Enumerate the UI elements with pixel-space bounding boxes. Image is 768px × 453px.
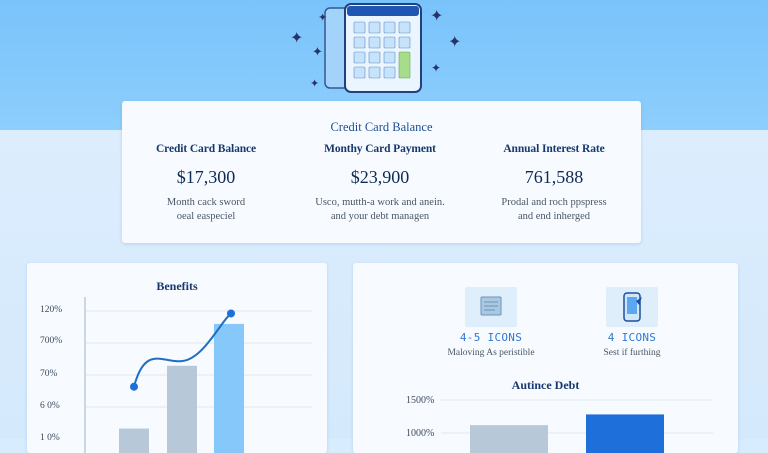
data-point bbox=[227, 309, 235, 318]
phone-icon bbox=[606, 287, 658, 327]
bar bbox=[167, 365, 197, 453]
stat-label: Annual Interest Rate bbox=[503, 143, 605, 155]
sparkle-icon: ✦ bbox=[431, 61, 442, 75]
y-tick-label: 700% bbox=[40, 336, 63, 346]
summary-title: Credit Card Balance bbox=[330, 120, 433, 134]
y-tick-label: 1500% bbox=[406, 395, 435, 406]
summary-card: Credit Card Balance Credit Card Balance … bbox=[122, 101, 641, 243]
icon-subtext: Maloving As peristible bbox=[447, 348, 535, 358]
y-tick-label: 1000% bbox=[406, 428, 435, 439]
sparkle-icon: ✦ bbox=[310, 77, 320, 90]
stat-value: $17,300 bbox=[176, 167, 236, 187]
bar bbox=[586, 414, 664, 453]
bar bbox=[470, 425, 548, 453]
debt-chart bbox=[441, 399, 713, 453]
stat-label: Credit Card Balance bbox=[155, 143, 257, 155]
sparkle-icon: ✦ bbox=[430, 6, 444, 25]
benefits-chart bbox=[84, 297, 312, 453]
icon-subtext: Sest if furthing bbox=[603, 348, 661, 358]
sparkle-icon: ✦ bbox=[318, 11, 328, 24]
sparkle-icon: ✦ bbox=[312, 45, 323, 60]
series-line bbox=[133, 312, 232, 387]
calculator-illustration: ✦ ✦ ✦ ✦ ✦ ✦ ✦ bbox=[290, 0, 470, 100]
stat-label: Monthy Card Payment bbox=[324, 143, 436, 155]
sparkle-icon: ✦ bbox=[448, 32, 462, 51]
y-tick-label: 70% bbox=[40, 369, 58, 379]
stat-value: $23,900 bbox=[350, 167, 410, 187]
y-tick-label: 120% bbox=[40, 305, 63, 315]
y-tick-label: 1 0% bbox=[40, 433, 60, 443]
sparkle-icon: ✦ bbox=[290, 28, 304, 47]
y-tick-label: 6 0% bbox=[40, 401, 60, 411]
benefits-title: Benefits bbox=[156, 279, 198, 293]
stat-credit-card-balance: Credit Card Balance $17,300 Month cack s… bbox=[121, 143, 291, 224]
stat-value: 761,588 bbox=[524, 167, 584, 187]
calculator-icon bbox=[324, 3, 422, 93]
benefits-card: Benefits 120% 700% 70% 6 0% 1 0% bbox=[27, 263, 327, 453]
icon-heading: 4-5 ICONS bbox=[459, 331, 523, 344]
icon-heading: 4 ICONS bbox=[607, 331, 657, 344]
debt-chart-title: Autince Debt bbox=[511, 378, 580, 392]
bar bbox=[119, 428, 149, 453]
data-point bbox=[130, 382, 138, 391]
stat-monthly-payment: Monthy Card Payment $23,900 Usco, mutth-… bbox=[295, 143, 465, 224]
bar bbox=[214, 323, 244, 453]
stat-description: Prodal and roch ppspress and end inherge… bbox=[501, 197, 607, 222]
stat-description: Usco, mutth-a work and anein. and your d… bbox=[315, 197, 445, 222]
stat-description: Month cack sword oeal easpeciel bbox=[166, 197, 246, 222]
stat-annual-interest-rate: Annual Interest Rate 761,588 Prodal and … bbox=[469, 143, 639, 224]
debt-card: 4-5 ICONS 4 ICONS Maloving As peristible… bbox=[353, 263, 738, 453]
document-icon bbox=[465, 287, 517, 327]
